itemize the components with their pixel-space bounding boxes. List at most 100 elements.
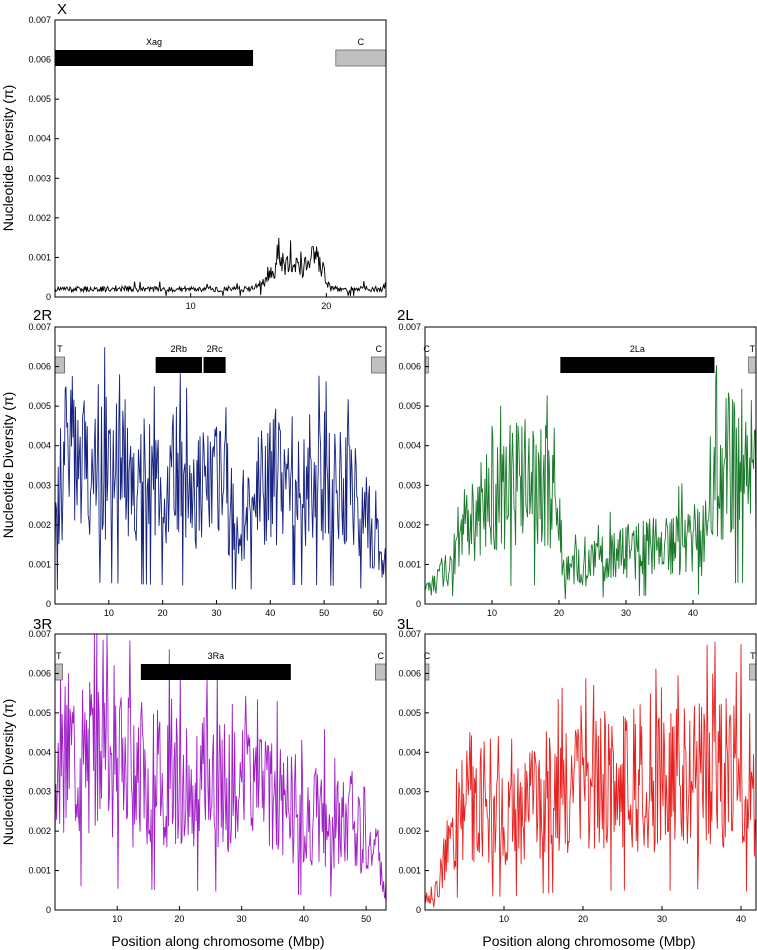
y-tick-label-2l-4: 0.004 [398, 441, 421, 451]
y-tick-label-3r-5: 0.005 [28, 708, 51, 718]
series-line-x [54, 237, 387, 296]
segment-label-3r-2: C [377, 651, 384, 661]
plot-frame-x [54, 19, 387, 298]
y-tick-label-x-2: 0.002 [28, 213, 51, 223]
y-tick-label-2l-6: 0.006 [398, 362, 421, 372]
y-tick-label-2r-1: 0.001 [28, 559, 51, 569]
y-tick-label-2l-7: 0.007 [398, 322, 421, 332]
segment-bar-3r-2 [375, 663, 387, 681]
segment-label-2r-3: C [375, 344, 382, 354]
x-tick-label-2r-1: 20 [158, 608, 168, 618]
y-tick-label-x-1: 0.001 [28, 252, 51, 262]
x-tick-label-3r-3: 40 [299, 914, 309, 924]
y-tick-label-3l-1: 0.001 [398, 866, 421, 876]
y-tick-label-3l-5: 0.005 [398, 708, 421, 718]
y-tick-label-3r-7: 0.007 [28, 629, 51, 639]
plot-frame-2r [54, 326, 387, 605]
segment-label-2l-1: 2La [630, 344, 645, 354]
y-tick-label-2l-3: 0.003 [398, 480, 421, 490]
segment-bar-3r-1 [140, 664, 291, 680]
y-tick-label-2r-7: 0.007 [28, 322, 51, 332]
x-axis-label-left: Position along chromosome (Mbp) [111, 933, 324, 949]
series-line-2l [424, 365, 757, 600]
segment-label-3l-1: T [750, 651, 756, 661]
segment-bar-3r-0 [54, 663, 63, 681]
y-tick-label-2r-2: 0.002 [28, 520, 51, 530]
y-tick-label-3r-3: 0.003 [28, 787, 51, 797]
x-tick-label-x-1: 20 [321, 301, 331, 311]
panel-label-2r: 2R [33, 307, 52, 324]
y-tick-label-3l-3: 0.003 [398, 787, 421, 797]
y-tick-label-x-4: 0.004 [28, 134, 51, 144]
segment-bar-2l-0 [424, 356, 429, 374]
segment-label-3l-0: C [424, 651, 431, 661]
segment-bar-x-1 [335, 49, 387, 67]
x-tick-label-3l-0: 10 [499, 914, 509, 924]
segment-label-2l-2: T [750, 344, 756, 354]
y-tick-label-3r-2: 0.002 [28, 826, 51, 836]
segment-bar-2r-2 [203, 357, 226, 373]
y-tick-label-2r-3: 0.003 [28, 480, 51, 490]
y-tick-label-2r-6: 0.006 [28, 362, 51, 372]
y-tick-label-3l-7: 0.007 [398, 629, 421, 639]
y-tick-label-3l-2: 0.002 [398, 826, 421, 836]
panel-3l: C T 0 0.001 0.002 0.003 0.004 0.005 0.006 0.007 10… [398, 629, 757, 924]
y-axis-label-x: Nucleotide Diversity (π) [0, 85, 16, 232]
panel-2r: T 2Rb 2Rc C 0 0.001 0.002 0.003 0.004 0.005 0.006 0… [28, 322, 387, 618]
x-tick-label-2r-4: 50 [319, 608, 329, 618]
plot-frame-2l [424, 326, 757, 605]
x-tick-label-3r-1: 20 [174, 914, 184, 924]
segment-label-3r-1: 3Ra [208, 651, 225, 661]
x-tick-label-2r-3: 40 [265, 608, 275, 618]
y-tick-label-3r-4: 0.004 [28, 747, 51, 757]
panel-label-3l: 3L [397, 616, 414, 633]
y-tick-label-x-5: 0.005 [28, 94, 51, 104]
x-tick-label-3r-4: 50 [361, 914, 371, 924]
segment-label-2r-2: 2Rc [207, 344, 224, 354]
y-tick-label-2r-4: 0.004 [28, 441, 51, 451]
y-tick-label-2r-0: 0 [46, 599, 51, 609]
x-tick-label-2r-2: 30 [211, 608, 221, 618]
y-axis-label-2r: Nucleotide Diversity (π) [0, 392, 16, 539]
y-tick-label-3l-4: 0.004 [398, 747, 421, 757]
segment-label-2r-1: 2Rb [171, 344, 188, 354]
y-tick-label-3r-6: 0.006 [28, 668, 51, 678]
segment-bar-2r-1 [155, 357, 202, 373]
x-tick-label-3l-1: 20 [578, 914, 588, 924]
y-tick-label-2l-0: 0 [416, 599, 421, 609]
y-tick-label-x-0: 0 [46, 292, 51, 302]
y-tick-label-3l-0: 0 [416, 905, 421, 915]
x-tick-label-2l-2: 30 [621, 608, 631, 618]
panel-label-x: X [57, 1, 67, 18]
y-tick-label-x-7: 0.007 [28, 15, 51, 25]
y-axis-label-3r: Nucleotide Diversity (π) [0, 699, 16, 846]
x-tick-label-3l-3: 40 [736, 914, 746, 924]
segment-label-x-1: C [358, 37, 365, 47]
x-tick-label-x-0: 10 [186, 301, 196, 311]
segment-label-3r-0: T [56, 651, 62, 661]
x-tick-label-2l-0: 10 [487, 608, 497, 618]
x-tick-label-3r-0: 10 [112, 914, 122, 924]
segment-label-x-0: Xag [146, 37, 162, 47]
panel-label-3r: 3R [33, 616, 52, 633]
y-tick-label-2l-5: 0.005 [398, 401, 421, 411]
y-tick-label-3l-6: 0.006 [398, 668, 421, 678]
series-line-2r [54, 347, 387, 590]
panel-label-2l: 2L [397, 307, 414, 324]
x-tick-label-3l-2: 30 [657, 914, 667, 924]
x-tick-label-3r-2: 30 [237, 914, 247, 924]
segment-bar-2l-1 [560, 357, 715, 373]
y-tick-label-3r-0: 0 [46, 905, 51, 915]
x-tick-label-2l-3: 40 [688, 608, 698, 618]
y-tick-label-3r-1: 0.001 [28, 866, 51, 876]
x-tick-label-2r-5: 60 [373, 608, 383, 618]
segment-bar-2r-3 [371, 356, 387, 374]
plot-frame-3r [54, 633, 387, 911]
series-line-3r [54, 633, 387, 900]
x-axis-label-right: Position along chromosome (Mbp) [482, 933, 695, 949]
y-tick-label-x-3: 0.003 [28, 173, 51, 183]
segment-bar-2l-2 [748, 356, 757, 374]
y-tick-label-2l-1: 0.001 [398, 559, 421, 569]
x-tick-label-2l-1: 20 [554, 608, 564, 618]
